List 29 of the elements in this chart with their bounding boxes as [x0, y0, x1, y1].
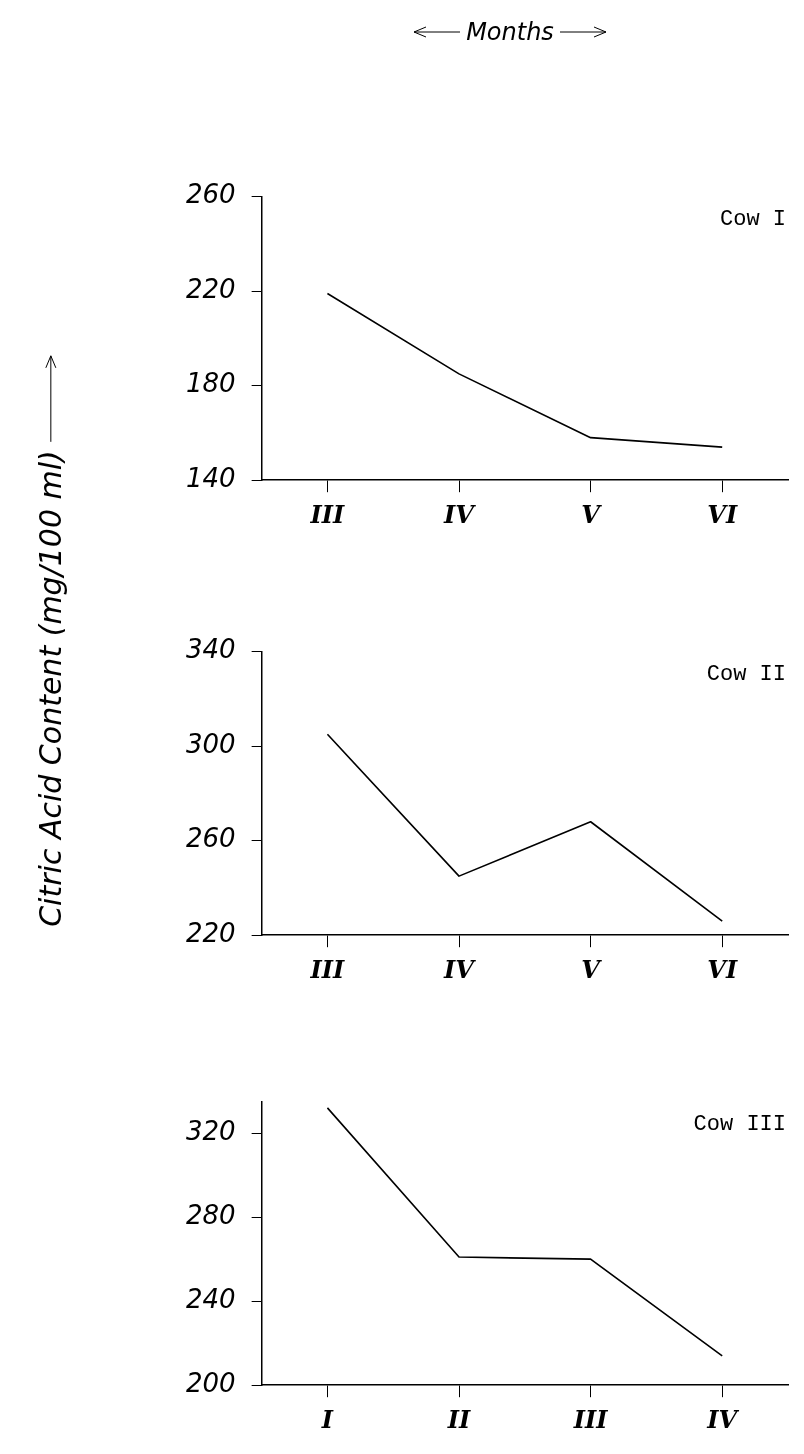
- text: Cow II: [706, 662, 786, 688]
- x-tick-label: V: [581, 499, 603, 529]
- y-tick-label: 220: [185, 917, 236, 948]
- y-tick-label: 180: [185, 368, 236, 399]
- y-tick-label: 340: [185, 634, 236, 665]
- x-tick-label: VI: [707, 954, 738, 984]
- x-tick-label: III: [309, 499, 346, 529]
- y-tick-label: 140: [185, 462, 236, 493]
- x-tick-label: VI: [707, 499, 738, 529]
- y-tick-label: 260: [185, 179, 236, 210]
- y-tick-label: 220: [185, 273, 236, 304]
- y-tick-label: 260: [185, 823, 236, 854]
- y-tick-label: 300: [185, 728, 236, 759]
- y-tick-label: 280: [185, 1199, 236, 1230]
- x-tick-label: II: [446, 1404, 472, 1434]
- x-axis-title: Months: [466, 18, 554, 46]
- x-tick-label: III: [309, 954, 346, 984]
- y-tick-label: 240: [185, 1283, 236, 1314]
- y-tick-label: 320: [185, 1115, 236, 1146]
- x-tick-label: IV: [443, 499, 477, 529]
- x-tick-label: IV: [706, 1404, 740, 1434]
- y-axis-title: Citric Acid Content (mg/100 ml): [32, 449, 68, 927]
- text: Cow III: [693, 1112, 786, 1138]
- x-tick-label: III: [572, 1404, 609, 1434]
- text: Cow I: [719, 207, 786, 233]
- x-tick-label: I: [320, 1404, 334, 1434]
- y-tick-label: 200: [185, 1367, 236, 1398]
- x-tick-label: V: [581, 954, 603, 984]
- x-tick-label: IV: [443, 954, 477, 984]
